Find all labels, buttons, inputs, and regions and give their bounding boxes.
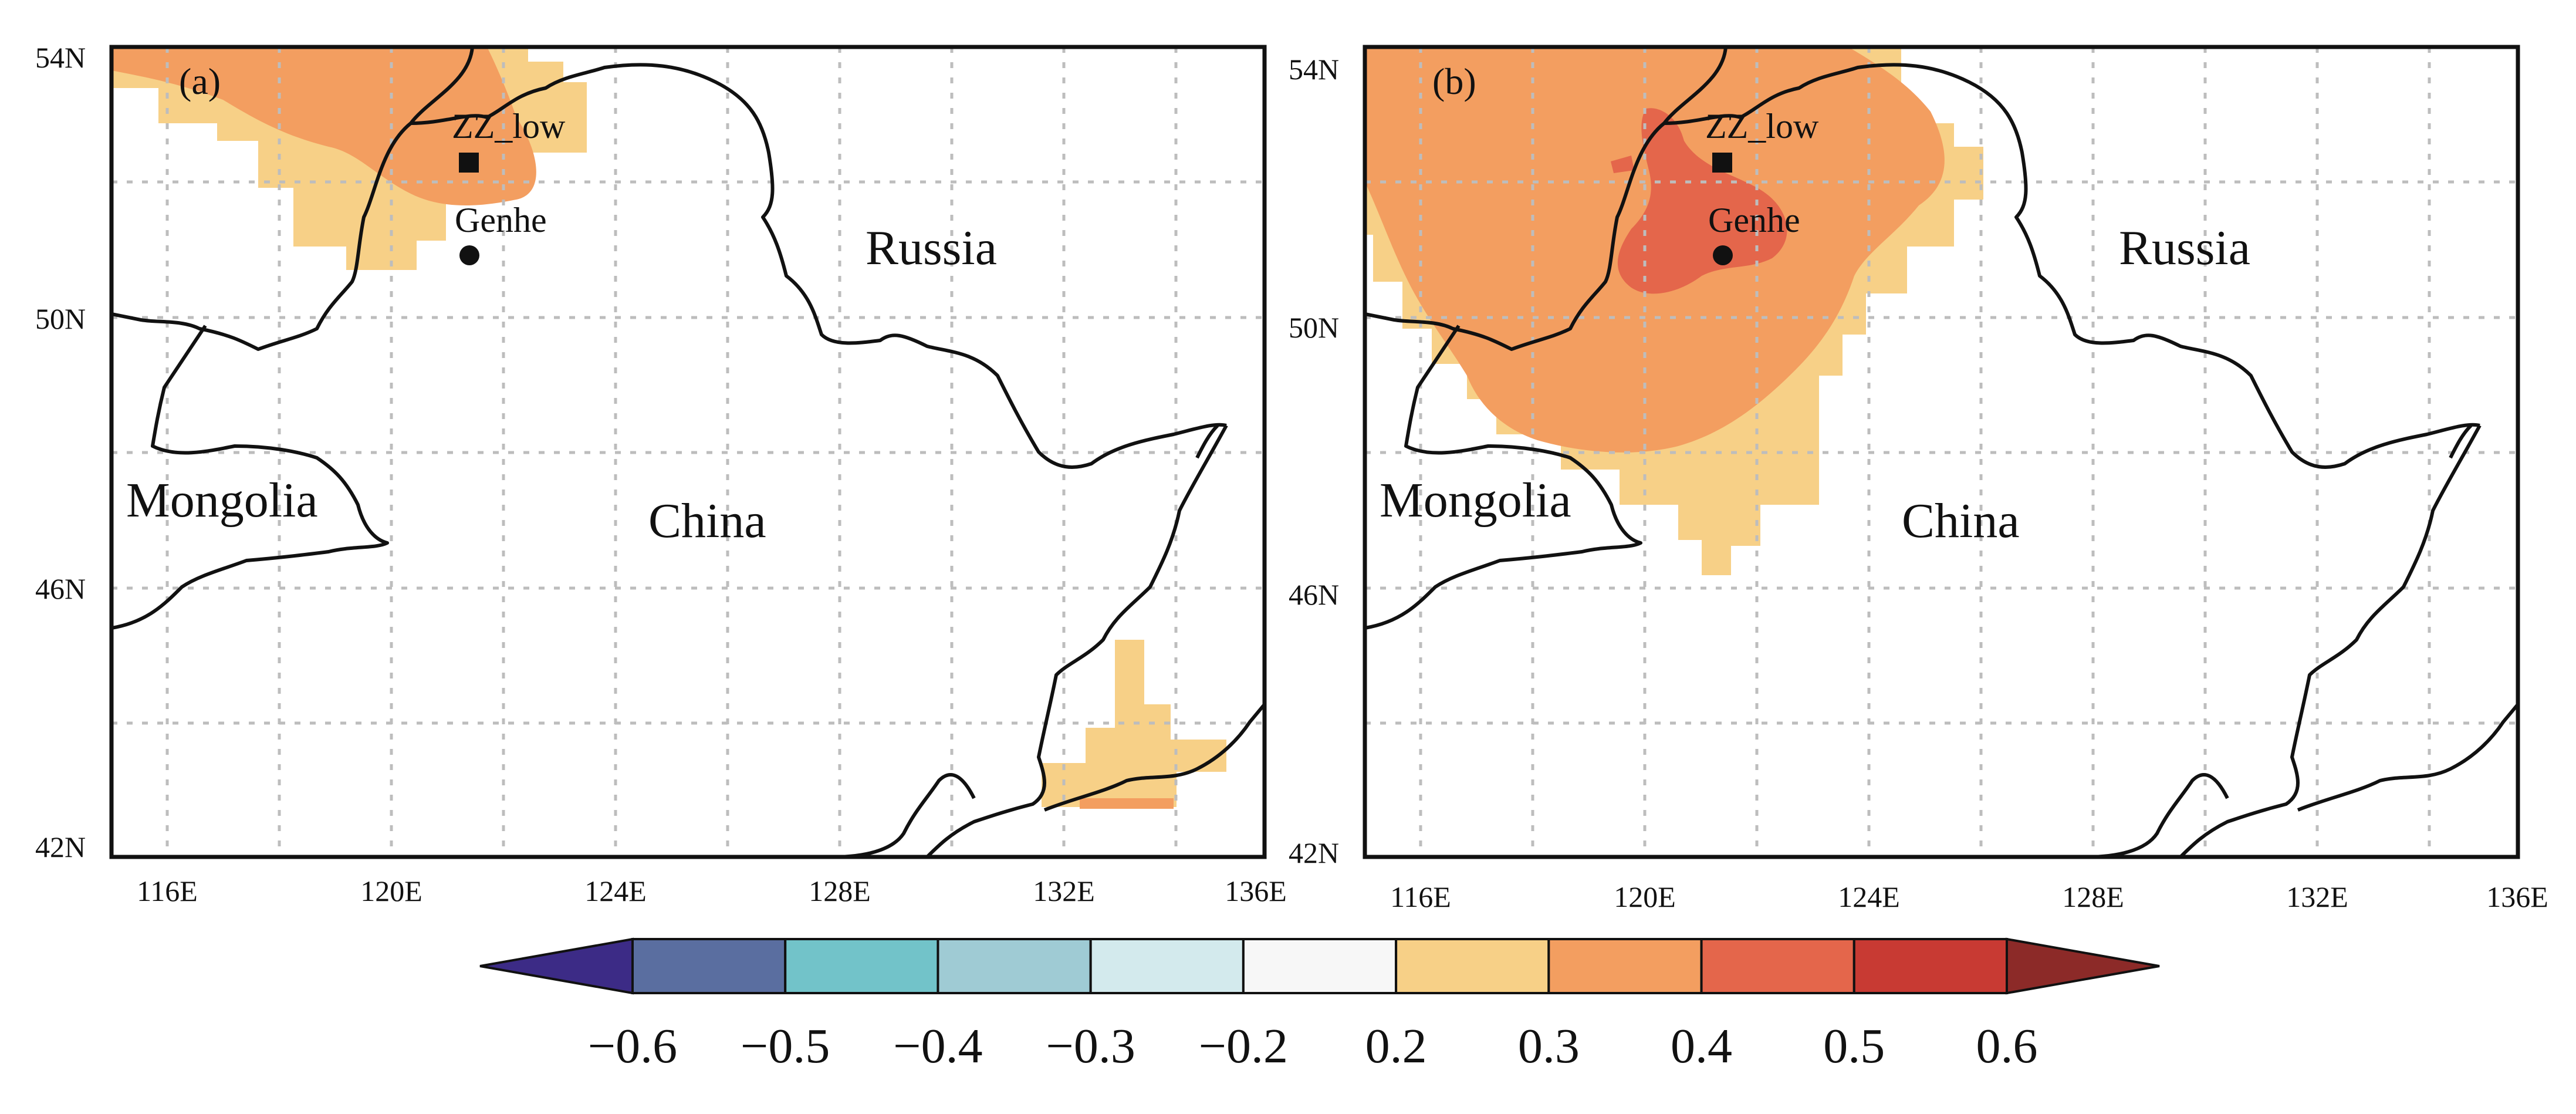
panel-a: (a) ZZ_low Genhe Russia Mongolia China 5…	[35, 41, 1287, 907]
colorbar-tick-label: −0.3	[1046, 1019, 1135, 1074]
panel-label-b: (b)	[1432, 60, 1476, 102]
panel-b-lon-ticks: 116E 120E 124E 128E 132E 136E	[1390, 880, 2548, 913]
panel-a-gridlines	[111, 47, 1265, 857]
colorbar-box	[1242, 938, 1398, 994]
svg-text:124E: 124E	[1838, 880, 1900, 913]
station-label-genhe-b: Genhe	[1708, 201, 1800, 239]
svg-text:124E: 124E	[584, 875, 647, 907]
svg-text:120E: 120E	[360, 875, 422, 907]
colorbar-tick-label: 0.6	[1976, 1019, 2038, 1074]
svg-text:136E: 136E	[1225, 875, 1287, 907]
panel-b-shading-dark	[1611, 108, 1787, 294]
country-label-china-a: China	[648, 494, 766, 548]
colorbar-box	[784, 938, 939, 994]
svg-text:120E: 120E	[1614, 880, 1676, 913]
panel-a-lon-ticks: 116E 120E 124E 128E 132E 136E	[137, 875, 1287, 907]
panel-b-gridlines	[1365, 47, 2518, 857]
colorbar-box	[1547, 938, 1703, 994]
svg-text:50N: 50N	[1289, 311, 1339, 344]
station-genhe-marker-b	[1713, 245, 1733, 265]
colorbar-box	[937, 938, 1092, 994]
panel-a-borders	[111, 47, 1265, 857]
svg-text:128E: 128E	[809, 875, 871, 907]
colorbar-arrow-high	[2006, 937, 2160, 995]
country-label-russia-a: Russia	[866, 221, 997, 275]
svg-text:42N: 42N	[35, 831, 86, 863]
station-genhe-marker-a	[459, 245, 479, 265]
colorbar-box	[1395, 938, 1550, 994]
colorbar-tick-label: −0.5	[741, 1019, 830, 1074]
colorbar-tick-label: 0.4	[1671, 1019, 1732, 1074]
colorbar-box	[631, 938, 787, 994]
colorbar-box	[1852, 938, 2009, 994]
svg-text:50N: 50N	[35, 302, 86, 335]
svg-text:54N: 54N	[1289, 53, 1339, 86]
colorbar-tick-label: −0.2	[1199, 1019, 1288, 1074]
svg-text:128E: 128E	[2062, 880, 2124, 913]
colorbar: −0.6 −0.5 −0.4 −0.3 −0.2 0.2 0.3 0.4 0.5 0.6	[479, 937, 2160, 1074]
svg-text:136E: 136E	[2486, 880, 2548, 913]
panel-a-plot-area	[111, 47, 1265, 857]
station-zz-low-marker-a	[459, 153, 479, 173]
station-label-zz-low-b: ZZ_low	[1705, 107, 1819, 146]
svg-text:46N: 46N	[35, 572, 86, 605]
svg-text:116E: 116E	[1390, 880, 1451, 913]
svg-text:132E: 132E	[1033, 875, 1095, 907]
panel-label-a: (a)	[179, 60, 221, 102]
colorbar-arrow-low	[479, 937, 634, 995]
svg-text:54N: 54N	[35, 41, 86, 74]
panel-b-borders	[1365, 47, 2518, 857]
station-zz-low-marker-b	[1712, 153, 1732, 173]
country-label-mongolia-a: Mongolia	[126, 473, 318, 528]
colorbar-box	[1089, 938, 1245, 994]
panel-b-plot-area	[1365, 47, 2518, 857]
colorbar-tick-label: −0.6	[588, 1019, 677, 1074]
country-label-russia-b: Russia	[2119, 221, 2250, 275]
station-label-zz-low-a: ZZ_low	[452, 107, 566, 146]
panel-a-shading-medium	[111, 47, 1174, 809]
svg-text:132E: 132E	[2286, 880, 2348, 913]
station-label-genhe-a: Genhe	[455, 201, 547, 239]
svg-text:46N: 46N	[1289, 578, 1339, 611]
svg-text:42N: 42N	[1289, 836, 1339, 869]
panel-a-lat-ticks: 54N 50N 46N 42N	[35, 41, 86, 863]
panel-b-frame	[1363, 45, 2520, 859]
colorbar-tick-label: −0.4	[893, 1019, 982, 1074]
colorbar-tick-label: 0.5	[1823, 1019, 1885, 1074]
svg-text:116E: 116E	[137, 875, 198, 907]
country-label-china-b: China	[1902, 494, 2020, 548]
panel-b-lat-ticks: 54N 50N 46N 42N	[1289, 53, 1339, 869]
panel-a-frame	[109, 45, 1267, 859]
panel-b: (b) ZZ_low Genhe Russia Mongolia China 5…	[1289, 45, 2548, 913]
colorbar-tick-label: 0.2	[1365, 1019, 1427, 1074]
colorbar-box	[1700, 938, 1855, 994]
colorbar-tick-label: 0.3	[1518, 1019, 1580, 1074]
country-label-mongolia-b: Mongolia	[1380, 473, 1571, 528]
